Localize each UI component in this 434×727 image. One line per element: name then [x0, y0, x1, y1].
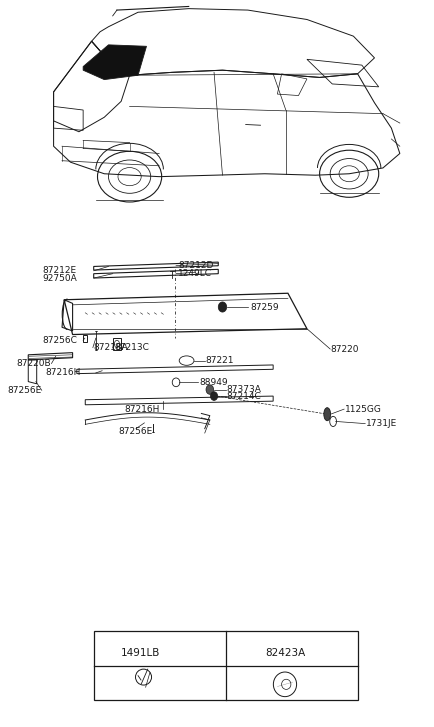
Text: 87212D: 87212D [178, 260, 213, 270]
Text: 88949: 88949 [199, 378, 227, 387]
Ellipse shape [323, 408, 330, 421]
Text: 1491LB: 1491LB [120, 648, 159, 658]
Polygon shape [83, 45, 146, 79]
Text: 87220B: 87220B [17, 359, 51, 368]
Text: 1125GG: 1125GG [344, 405, 381, 414]
Text: 87216H: 87216H [46, 369, 81, 377]
Text: 87256E: 87256E [7, 386, 42, 395]
Text: 87212E: 87212E [43, 266, 77, 276]
Ellipse shape [210, 392, 217, 401]
Text: 87216H: 87216H [124, 405, 160, 414]
Text: 87213C: 87213C [115, 343, 149, 352]
Text: 87220: 87220 [329, 345, 358, 353]
Ellipse shape [206, 385, 213, 394]
Text: 87221: 87221 [205, 356, 233, 365]
Text: 1731JE: 1731JE [365, 419, 396, 428]
Text: 87256C: 87256C [42, 336, 77, 345]
Text: 87218A: 87218A [93, 343, 128, 352]
Ellipse shape [218, 302, 226, 312]
Text: 87373A: 87373A [226, 385, 261, 394]
Text: 87259: 87259 [250, 302, 278, 311]
Text: 87214C: 87214C [226, 392, 261, 401]
Text: 1249LC: 1249LC [178, 269, 212, 278]
Text: 87256E: 87256E [118, 427, 153, 436]
Text: 82423A: 82423A [265, 648, 305, 658]
Text: 92750A: 92750A [42, 274, 77, 284]
Bar [93, 632, 357, 700]
